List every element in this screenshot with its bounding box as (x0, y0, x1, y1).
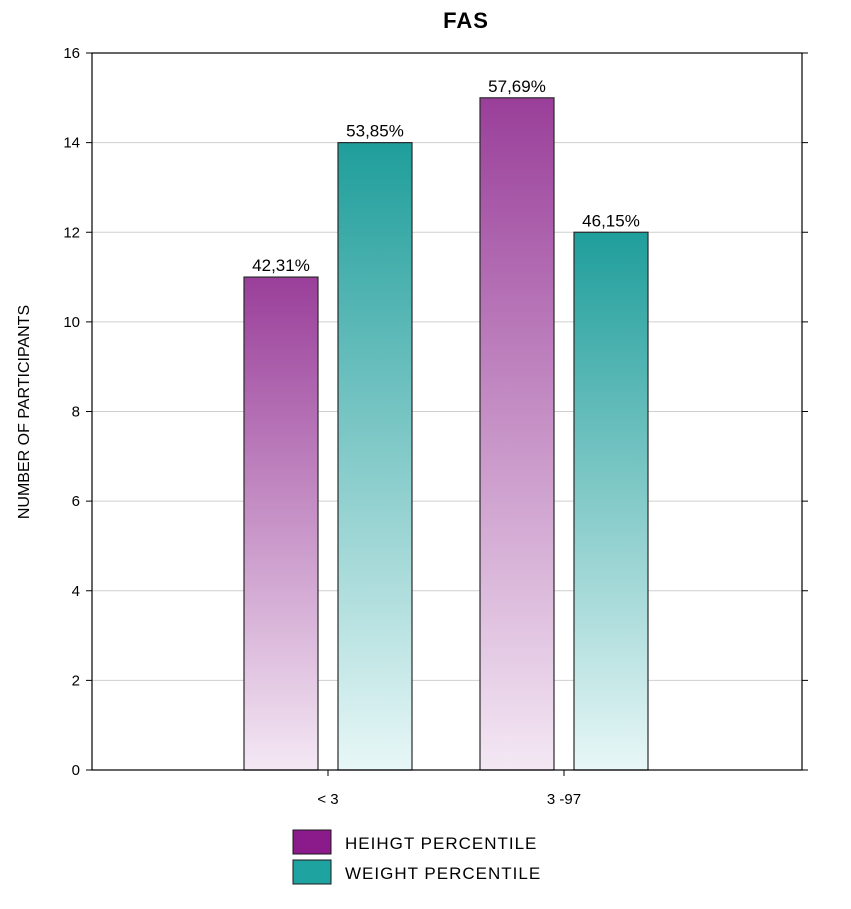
bar-height-1 (479, 97, 555, 771)
y-tick-label: 10 (63, 314, 80, 331)
x-tick-label: 3 -97 (547, 791, 581, 808)
bar-weight-1 (573, 231, 649, 771)
plot-frame (91, 52, 803, 771)
y-tick-label: 4 (72, 583, 80, 600)
y-tick-label: 16 (63, 45, 80, 62)
y-tick-label: 6 (72, 493, 80, 510)
legend: HEIHGT PERCENTILE WEIGHT PERCENTILE (292, 829, 541, 885)
y-tick-label: 8 (72, 404, 80, 421)
y-tick-label: 2 (72, 672, 80, 689)
gridlines (92, 142, 802, 681)
bar-weight-0 (337, 142, 413, 771)
y-tick-label: 12 (63, 224, 80, 241)
chart-title: FAS (443, 8, 489, 33)
legend-label: HEIHGT PERCENTILE (345, 834, 537, 853)
data-label: 57,69% (488, 77, 546, 96)
data-label: 53,85% (346, 122, 404, 141)
data-label: 46,15% (582, 211, 640, 230)
y-tick-label: 14 (63, 135, 80, 152)
legend-label: WEIGHT PERCENTILE (345, 864, 541, 883)
axes: 0 2 4 6 8 10 12 14 16 < 3 3 -97 (63, 45, 808, 808)
x-tick-label: < 3 (317, 791, 338, 808)
y-tick-label: 0 (72, 762, 80, 779)
legend-swatch-weight (292, 859, 332, 885)
data-label: 42,31% (252, 256, 310, 275)
y-axis-label: NUMBER OF PARTICIPANTS (16, 305, 33, 519)
bar-height-0 (243, 276, 319, 771)
bars: 42,31% 53,85% 57,69% 46,15% (243, 77, 649, 771)
legend-swatch-height (292, 829, 332, 855)
